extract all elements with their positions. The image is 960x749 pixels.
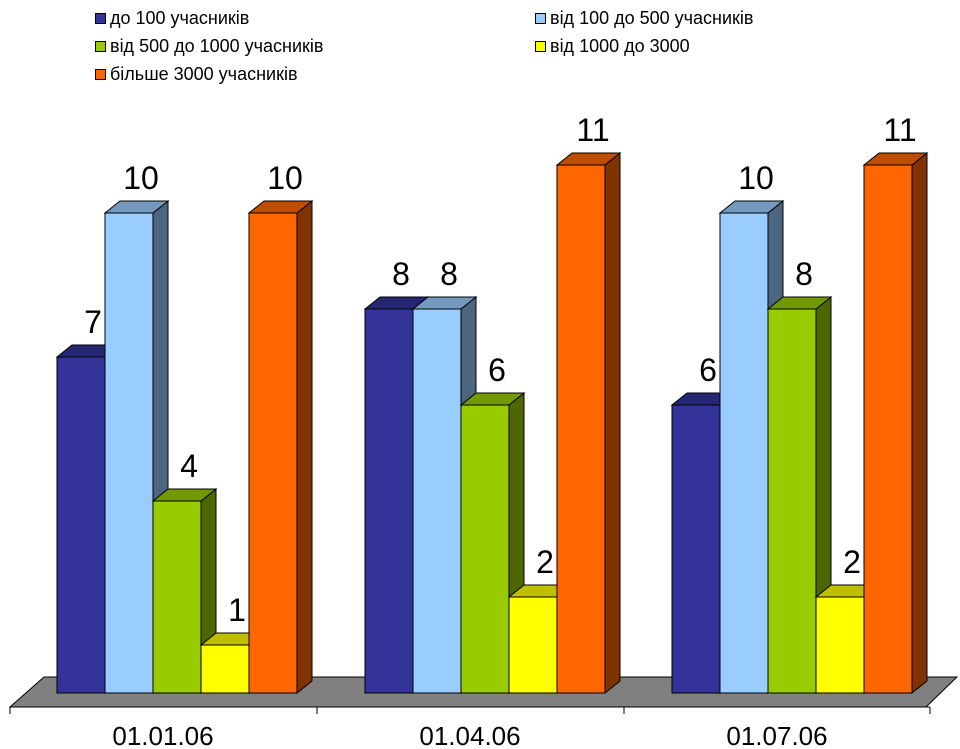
bar-front: [671, 404, 721, 694]
bar-side: [296, 199, 313, 695]
data-label: 7: [84, 304, 102, 340]
data-label: 10: [267, 160, 303, 196]
data-label: 10: [738, 160, 774, 196]
category-label: 01.01.06: [112, 721, 213, 749]
bar-front: [556, 164, 606, 694]
legend-swatch: [95, 69, 106, 80]
bar-side: [911, 151, 928, 695]
bar-front: [767, 308, 817, 694]
legend: до 100 учасників від 100 до 500 учасників…: [95, 8, 955, 100]
bar-side: [604, 151, 621, 695]
data-label: 10: [123, 160, 159, 196]
bar-front: [104, 212, 154, 694]
data-label: 1: [228, 592, 246, 628]
legend-swatch: [95, 41, 106, 52]
data-label: 8: [392, 256, 410, 292]
legend-label: від 500 до 1000 учасників: [110, 36, 324, 56]
data-label: 11: [576, 112, 609, 148]
bar: [862, 151, 929, 695]
bar-front: [200, 644, 250, 694]
data-label: 2: [536, 544, 554, 580]
data-label: 2: [843, 544, 861, 580]
legend-label: від 100 до 500 учасників: [550, 8, 754, 28]
category-label: 01.04.06: [419, 721, 520, 749]
data-label: 8: [795, 256, 813, 292]
category-label: 01.07.06: [726, 721, 827, 749]
legend-swatch: [95, 13, 106, 24]
bar: [247, 199, 314, 695]
bar-front: [815, 596, 865, 694]
data-label: 4: [180, 448, 198, 484]
legend-label: більше 3000 учасників: [110, 64, 298, 84]
legend-label: до 100 учасників: [110, 8, 250, 28]
legend-item: до 100 учасників: [95, 8, 249, 29]
bar-front: [412, 308, 462, 694]
bar: [555, 151, 622, 695]
data-label: 6: [488, 352, 506, 388]
legend-item: більше 3000 учасників: [95, 64, 298, 85]
bar-front: [508, 596, 558, 694]
legend-swatch: [535, 13, 546, 24]
bar-front: [152, 500, 202, 694]
bar-front: [56, 356, 106, 694]
bar-front: [863, 164, 913, 694]
legend-swatch: [535, 41, 546, 52]
legend-item: від 500 до 1000 учасників: [95, 36, 323, 57]
bar-front: [460, 404, 510, 694]
legend-item: від 1000 до 3000: [535, 36, 690, 57]
data-label: 6: [699, 352, 717, 388]
legend-label: від 1000 до 3000: [550, 36, 690, 56]
data-label: 11: [883, 112, 916, 148]
legend-item: від 100 до 500 учасників: [535, 8, 753, 29]
bar-front: [248, 212, 298, 694]
data-label: 8: [440, 256, 458, 292]
bar: [151, 487, 218, 695]
bar-front: [364, 308, 414, 694]
bar-front: [719, 212, 769, 694]
